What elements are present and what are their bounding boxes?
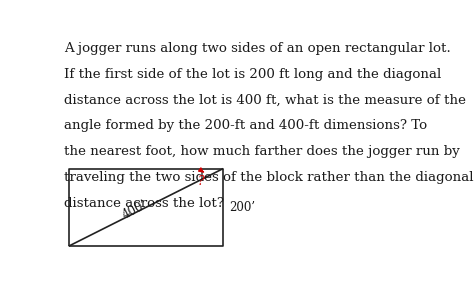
Text: If the first side of the lot is 200 ft long and the diagonal: If the first side of the lot is 200 ft l… xyxy=(64,68,441,81)
Text: distance across the lot?: distance across the lot? xyxy=(64,197,224,210)
Text: traveling the two sides of the block rather than the diagonal: traveling the two sides of the block rat… xyxy=(64,171,473,184)
Text: 200’: 200’ xyxy=(229,201,255,214)
Text: A jogger runs along two sides of an open rectangular lot.: A jogger runs along two sides of an open… xyxy=(64,42,451,55)
Text: angle formed by the 200-ft and 400-ft dimensions? To: angle formed by the 200-ft and 400-ft di… xyxy=(64,119,427,132)
Text: the nearest foot, how much farther does the jogger run by: the nearest foot, how much farther does … xyxy=(64,145,459,158)
Text: 400’: 400’ xyxy=(120,198,150,221)
Text: ?: ? xyxy=(198,175,204,188)
Text: distance across the lot is 400 ft, what is the measure of the: distance across the lot is 400 ft, what … xyxy=(64,93,466,106)
